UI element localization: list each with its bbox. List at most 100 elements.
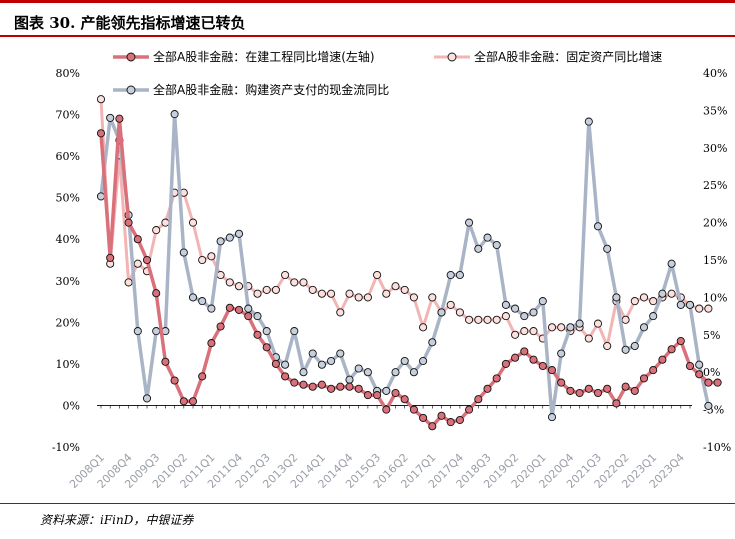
series-1-point (667, 289, 676, 298)
series-0-point (501, 359, 510, 368)
series-2-point (317, 360, 326, 369)
series-2-point (363, 368, 372, 377)
y-right-tick-label: 35% (703, 104, 727, 117)
series-2-point (170, 110, 179, 119)
series-0-point (96, 129, 106, 138)
series-0-point (345, 382, 354, 391)
series-2-point (547, 413, 557, 422)
series-2-point (354, 364, 363, 373)
y-right-tick-label: 5% (703, 329, 720, 342)
series-1-point (630, 297, 639, 306)
series-0-point (290, 378, 299, 387)
series-1-point (152, 226, 161, 235)
series-0-point (354, 384, 363, 393)
series-0-point (382, 405, 391, 414)
series-1-point (234, 282, 244, 291)
series-1-point (96, 95, 106, 104)
series-0-point (170, 376, 179, 385)
series-0-point (713, 378, 722, 387)
series-2-point (446, 270, 455, 280)
series-0-point (419, 413, 428, 422)
line-chart: -10%0%10%20%30%40%50%60%70%80%-10%-5%0%5… (52, 49, 731, 491)
series-0-point (299, 380, 308, 389)
series-0-point (529, 355, 538, 364)
series-0-point (336, 382, 345, 391)
series-2-point (290, 327, 299, 336)
series-1-point (446, 300, 455, 309)
y-right-tick-label: 40% (703, 67, 727, 80)
series-2-point (299, 368, 308, 377)
series-2-point (511, 304, 520, 313)
series-1-point (317, 289, 326, 298)
series-1-point (557, 323, 566, 332)
series-1-point (345, 289, 354, 298)
y-right-tick-label: 15% (703, 254, 727, 267)
bottom-rule (0, 503, 735, 504)
series-2-point (262, 327, 271, 336)
series-0-point (391, 388, 400, 398)
series-1-point (649, 297, 658, 306)
series-0-point (446, 418, 455, 427)
legend-marker-0 (126, 52, 136, 62)
series-2-point (216, 237, 225, 246)
series-0-point (520, 347, 529, 356)
title-rule (0, 35, 735, 37)
series-0-point (630, 386, 639, 395)
series-1-point (529, 327, 538, 336)
top-rule (0, 0, 735, 3)
series-2-point (529, 308, 538, 317)
series-2-point (152, 327, 161, 336)
y-right-tick-label: 0% (703, 366, 720, 379)
series-2-point (474, 244, 483, 253)
series-1-point (354, 293, 363, 302)
series-0-point (216, 322, 225, 331)
series-0-point (649, 366, 658, 375)
legend-marker-2 (126, 85, 136, 95)
series-2-point (188, 293, 198, 302)
series-2-point (704, 401, 713, 410)
series-2-point (391, 368, 400, 377)
series-1-point (363, 293, 372, 302)
series-0-point (179, 397, 188, 406)
series-2-point (234, 229, 244, 238)
series-1-point (299, 278, 308, 287)
series-1-point (419, 323, 428, 332)
series-0-point (676, 336, 685, 346)
series-1-point (511, 330, 520, 339)
series-1-point (639, 293, 649, 302)
y-right-tick-label: -10% (703, 441, 731, 454)
series-1-point (281, 270, 290, 280)
series-2-point (455, 270, 464, 280)
page-title: 图表 30. 产能领先指标增速已转负 (14, 14, 246, 32)
series-2-point (133, 327, 142, 336)
series-0-point (262, 343, 271, 352)
series-2-point (345, 375, 354, 384)
series-2-point (520, 312, 529, 321)
series-1-point (391, 282, 400, 291)
y-left-tick-label: 80% (56, 67, 80, 80)
series-1-point (124, 278, 133, 287)
series-1-point (382, 289, 391, 298)
legend-label-2: 全部A股非金融：购建资产支付的现金流同比 (153, 82, 389, 97)
series-0-point (557, 378, 566, 387)
series-1-point (336, 308, 345, 317)
series-1-point (474, 315, 483, 324)
series-0-point (492, 374, 501, 383)
series-2-point (419, 356, 428, 366)
series-2-point (400, 356, 409, 366)
series-1-point (695, 304, 704, 313)
series-0-point (253, 330, 262, 339)
series-0-point (695, 370, 704, 379)
series-0-point (621, 382, 630, 391)
series-line-2 (99, 112, 711, 419)
series-0-point (474, 395, 483, 404)
series-0-point (400, 395, 409, 404)
series-1-point (704, 304, 713, 313)
series-2-point (428, 338, 437, 347)
series-0-point (244, 312, 253, 321)
y-right-tick-label: 20% (703, 217, 727, 230)
series-0-point (409, 405, 418, 414)
series-1-point (400, 285, 409, 294)
legend-marker-1 (447, 52, 457, 62)
series-0-point (115, 114, 124, 123)
